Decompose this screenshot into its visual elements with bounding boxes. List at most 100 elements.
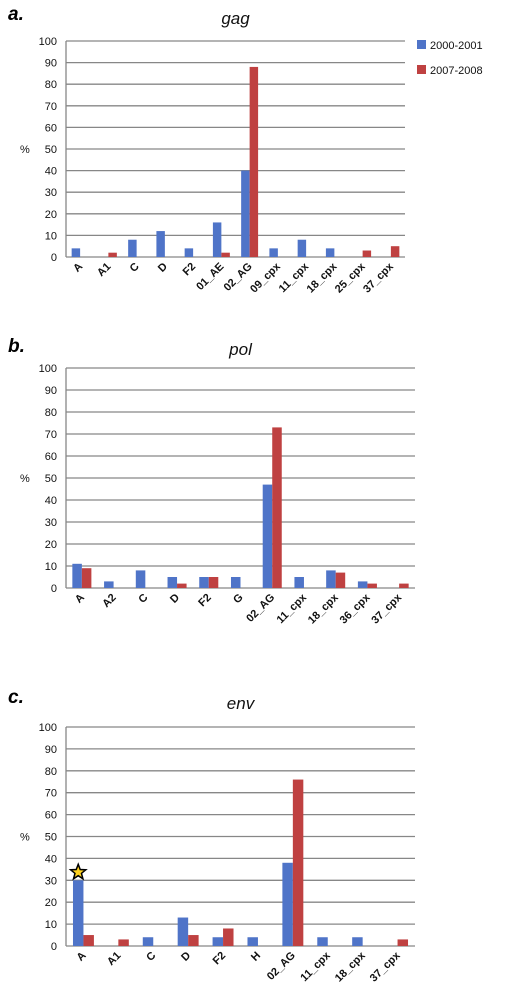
bar-2000-2001-36_cpx[interactable]	[357, 581, 368, 588]
y-tick-label: 10	[45, 919, 57, 931]
bar-2000-2001-D[interactable]	[167, 577, 178, 588]
bar-2007-2008-D[interactable]	[177, 583, 187, 588]
y-tick-label: 80	[45, 79, 57, 91]
y-tick-label: 100	[39, 36, 57, 48]
bar-2000-2001-F2[interactable]	[212, 937, 224, 946]
y-tick-label: 10	[45, 561, 57, 573]
bar-2000-2001-F2[interactable]	[184, 248, 194, 257]
bar-2000-2001-11_cpx[interactable]	[297, 239, 307, 257]
bar-2007-2008-F2[interactable]	[223, 928, 234, 946]
y-tick-label: 50	[45, 144, 57, 156]
y-tick-label: 40	[45, 495, 57, 507]
panel-letter: c.	[8, 687, 24, 708]
x-tick-label: C	[144, 950, 158, 964]
bar-2007-2008-01_AE[interactable]	[221, 252, 230, 257]
x-tick-label: 18_cpx	[333, 949, 368, 984]
bar-2000-2001-H[interactable]	[247, 937, 258, 946]
x-tick-label: A	[71, 261, 85, 275]
bar-2000-2001-D[interactable]	[156, 231, 165, 257]
bar-2000-2001-G[interactable]	[230, 577, 241, 588]
y-tick-label: 20	[45, 209, 57, 221]
bar-2000-2001-02_AG[interactable]	[282, 862, 293, 946]
y-tick-label: 90	[45, 58, 57, 70]
y-tick-label: 40	[45, 853, 57, 865]
bar-2000-2001-C[interactable]	[135, 570, 146, 588]
bar-2007-2008-37_cpx[interactable]	[390, 246, 400, 257]
bar-2000-2001-18_cpx[interactable]	[352, 937, 363, 946]
bar-2000-2001-A2[interactable]	[104, 581, 114, 588]
bar-2007-2008-A[interactable]	[81, 568, 92, 588]
bar-2000-2001-11_cpx[interactable]	[294, 577, 304, 588]
y-tick-label: 70	[45, 101, 57, 113]
bar-2007-2008-D[interactable]	[188, 935, 199, 946]
y-tick-label: 80	[45, 407, 57, 419]
bar-2007-2008-37_cpx[interactable]	[397, 939, 409, 946]
x-tick-label: 02_AG	[244, 592, 277, 625]
y-tick-label: 20	[45, 897, 57, 909]
y-axis-label: %	[20, 473, 30, 485]
y-tick-label: 0	[51, 583, 57, 595]
bar-2000-2001-D[interactable]	[177, 917, 189, 946]
star-icon	[68, 862, 88, 881]
y-tick-label: 0	[51, 941, 57, 953]
x-tick-label: H	[249, 950, 263, 964]
legend-label: 2007-2008	[430, 65, 483, 77]
bar-2000-2001-11_cpx[interactable]	[317, 937, 328, 946]
y-axis-label: %	[20, 832, 30, 844]
y-tick-label: 100	[39, 722, 57, 734]
bar-2000-2001-F2[interactable]	[199, 577, 209, 588]
x-tick-label: G	[231, 592, 246, 607]
y-tick-label: 90	[45, 385, 57, 397]
bar-2000-2001-C[interactable]	[142, 937, 154, 946]
y-tick-label: 0	[51, 252, 57, 264]
y-tick-label: 40	[45, 166, 57, 178]
bar-2000-2001-C[interactable]	[128, 239, 137, 257]
y-tick-label: 80	[45, 766, 57, 778]
x-tick-label: 18_cpx	[306, 591, 341, 626]
bar-2000-2001-A[interactable]	[72, 563, 82, 588]
bar-2007-2008-18_cpx[interactable]	[335, 572, 346, 588]
chart-panel-env: c. env 0 10 20 30 40 50 60 70 80 90 100% A A1 C D F2 H 02_A…	[8, 687, 415, 985]
x-tick-label: 37_cpx	[368, 949, 403, 984]
bar-2000-2001-02_AG[interactable]	[241, 170, 250, 257]
x-tick-label: 11_cpx	[298, 949, 333, 984]
x-tick-label: C	[128, 261, 142, 275]
bar-2007-2008-36_cpx[interactable]	[367, 583, 377, 588]
x-tick-label: 01_AE	[194, 261, 226, 293]
x-tick-label: A	[74, 950, 88, 964]
chart-panel-pol: b. pol 0 10 20 30 40 50 60 70 80 90 100% A A2 C D F2 G02_A…	[8, 336, 415, 627]
x-tick-label: D	[156, 261, 170, 275]
bar-2007-2008-A1[interactable]	[118, 939, 129, 946]
bar-2007-2008-02_AG[interactable]	[272, 427, 282, 588]
bar-2007-2008-37_cpx[interactable]	[399, 583, 409, 588]
bar-2000-2001-02_AG[interactable]	[262, 484, 273, 588]
y-tick-label: 50	[45, 832, 57, 844]
bar-2000-2001-A[interactable]	[72, 880, 84, 946]
x-tick-label: 36_cpx	[338, 591, 373, 626]
bar-2007-2008-02_AG[interactable]	[292, 779, 304, 946]
y-tick-label: 60	[45, 122, 57, 134]
bar-2007-2008-A[interactable]	[83, 935, 94, 946]
y-tick-label: 70	[45, 788, 57, 800]
x-tick-label: D	[179, 950, 193, 964]
y-tick-label: 30	[45, 187, 57, 199]
y-tick-label: 60	[45, 810, 57, 822]
bar-2007-2008-F2[interactable]	[208, 577, 219, 588]
bar-2000-2001-A[interactable]	[71, 248, 81, 257]
bar-2007-2008-02_AG[interactable]	[249, 66, 259, 257]
bar-2000-2001-18_cpx[interactable]	[325, 248, 335, 257]
x-tick-label: F2	[211, 950, 229, 968]
bar-2000-2001-01_AE[interactable]	[212, 222, 222, 257]
bar-2007-2008-25_cpx[interactable]	[362, 250, 372, 257]
bar-2000-2001-09_cpx[interactable]	[269, 248, 278, 257]
legend-swatch-2007-2008	[417, 65, 426, 74]
y-tick-label: 10	[45, 230, 57, 242]
y-tick-label: 70	[45, 429, 57, 441]
chart-title: gag	[221, 9, 250, 28]
x-tick-label: 37_cpx	[361, 260, 396, 295]
x-tick-label: A1	[95, 261, 113, 279]
bar-2007-2008-A1[interactable]	[108, 252, 117, 257]
bar-2000-2001-18_cpx[interactable]	[326, 570, 336, 588]
x-tick-label: F2	[181, 261, 199, 279]
